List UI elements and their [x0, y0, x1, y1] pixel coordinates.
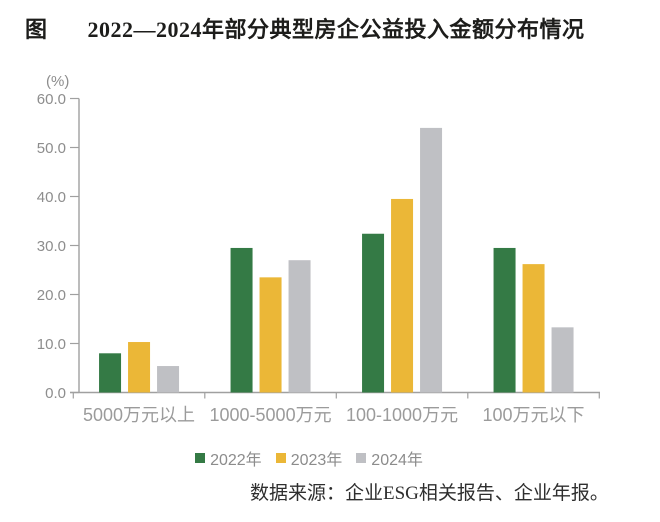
legend-label: 2023年	[290, 452, 343, 469]
bar-2023年-100-1000万元	[391, 198, 414, 393]
bar-2024年-5000万元以上	[157, 366, 180, 393]
bar-2022年-5000万元以上	[99, 353, 122, 393]
x-category-label: 5000万元以上	[83, 405, 195, 425]
legend-item-2023年: 2023年	[275, 446, 343, 470]
bar-2024年-1000-5000万元	[288, 260, 311, 393]
y-axis-tick-label: 0.0	[45, 385, 66, 402]
bar-2023年-5000万元以上	[128, 342, 151, 393]
legend-label: 2024年	[371, 452, 423, 469]
bar-2024年-100-1000万元	[420, 127, 443, 393]
legend-item-2022年: 2022年	[195, 446, 262, 470]
bar-2023年-100万元以下	[522, 264, 545, 393]
legend-item-2024年: 2024年	[356, 446, 423, 470]
y-axis-tick-label: 30.0	[37, 238, 66, 255]
y-axis-tick-label: 60.0	[37, 91, 66, 108]
x-category-label: 100-1000万元	[346, 405, 458, 425]
bar-2022年-100万元以下	[493, 247, 516, 393]
figure-label: 图	[25, 17, 48, 42]
bar-2022年-100-1000万元	[362, 233, 385, 393]
y-axis-tick-label: 50.0	[37, 140, 66, 157]
x-category-label: 100万元以下	[483, 405, 585, 425]
y-axis-tick-label: 10.0	[37, 336, 66, 353]
bar-chart: 0.0 10.0 20.0 30.0 40.0 50.0 60.0(%) 5000万元以上 10…	[37, 73, 600, 425]
y-axis-tick-label: 20.0	[37, 287, 66, 304]
legend-label: 2022年	[210, 452, 262, 469]
chart-legend: 2022年 2023年 2024年	[0, 446, 660, 470]
y-axis-tick-label: 40.0	[37, 189, 66, 206]
y-axis-unit-label: (%)	[46, 73, 69, 90]
figure-title-row: 图 2022—2024年部分典型房企公益投入金额分布情况	[25, 12, 585, 44]
x-category-label: 1000-5000万元	[210, 405, 332, 425]
figure-title: 2022—2024年部分典型房企公益投入金额分布情况	[87, 17, 585, 42]
data-source-note: 数据来源：企业ESG相关报告、企业年报。	[250, 483, 609, 504]
bar-2022年-1000-5000万元	[230, 247, 253, 393]
legend-swatch-icon	[195, 453, 206, 463]
legend-swatch-icon	[275, 453, 286, 463]
bar-2024年-100万元以下	[551, 327, 574, 393]
legend-swatch-icon	[356, 453, 367, 463]
bar-2023年-1000-5000万元	[259, 277, 282, 393]
